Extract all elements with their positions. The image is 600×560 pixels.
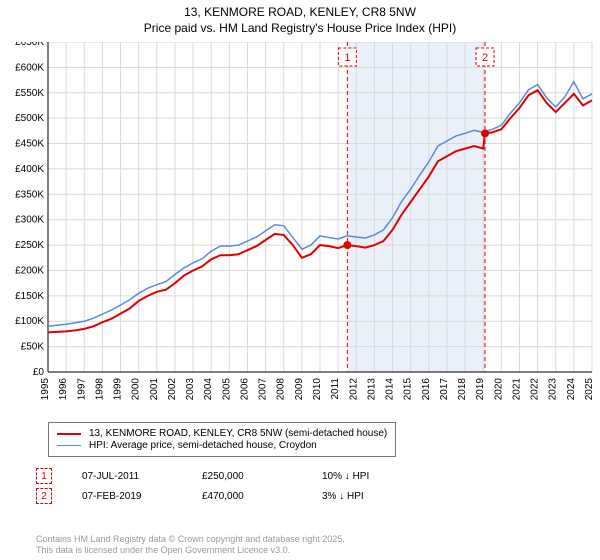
sale-row: 1 07-JUL-2011 £250,000 10% ↓ HPI bbox=[36, 468, 596, 484]
svg-text:£150K: £150K bbox=[15, 291, 44, 302]
legend: 13, KENMORE ROAD, KENLEY, CR8 5NW (semi-… bbox=[48, 422, 396, 457]
sale-row: 2 07-FEB-2019 £470,000 3% ↓ HPI bbox=[36, 488, 596, 504]
svg-text:2001: 2001 bbox=[149, 378, 160, 401]
legend-label: 13, KENMORE ROAD, KENLEY, CR8 5NW (semi-… bbox=[89, 428, 387, 439]
title-line1: 13, KENMORE ROAD, KENLEY, CR8 5NW bbox=[0, 4, 600, 20]
svg-text:£400K: £400K bbox=[15, 164, 44, 175]
svg-text:£300K: £300K bbox=[15, 215, 44, 226]
svg-text:1999: 1999 bbox=[113, 378, 124, 401]
sale-date: 07-JUL-2011 bbox=[82, 471, 172, 482]
svg-text:£650K: £650K bbox=[15, 42, 44, 48]
svg-text:2013: 2013 bbox=[366, 378, 377, 401]
legend-item: HPI: Average price, semi-detached house,… bbox=[57, 440, 387, 451]
svg-text:£250K: £250K bbox=[15, 240, 44, 251]
price-chart: £0 £50K £100K £150K £200K £250K £300K £350K £400… bbox=[0, 42, 600, 412]
svg-text:2015: 2015 bbox=[403, 378, 414, 401]
svg-text:2017: 2017 bbox=[439, 378, 450, 401]
svg-text:£50K: £50K bbox=[21, 342, 45, 353]
legend-label: HPI: Average price, semi-detached house,… bbox=[89, 440, 317, 451]
footer-line1: Contains HM Land Registry data © Crown c… bbox=[36, 534, 345, 545]
svg-text:2005: 2005 bbox=[221, 378, 232, 401]
svg-text:2023: 2023 bbox=[548, 378, 559, 401]
sale-price: £250,000 bbox=[202, 471, 292, 482]
svg-text:2010: 2010 bbox=[312, 378, 323, 401]
svg-text:£350K: £350K bbox=[15, 189, 44, 200]
chart-svg: £0 £50K £100K £150K £200K £250K £300K £350K £400… bbox=[0, 42, 600, 412]
svg-text:£450K: £450K bbox=[15, 139, 44, 150]
svg-text:2000: 2000 bbox=[131, 378, 142, 401]
svg-text:2016: 2016 bbox=[421, 378, 432, 401]
svg-text:1: 1 bbox=[344, 52, 350, 64]
svg-text:£100K: £100K bbox=[15, 316, 44, 327]
sale-marker-box: 1 bbox=[36, 468, 52, 484]
sale-delta: 10% ↓ HPI bbox=[322, 471, 412, 482]
svg-text:2008: 2008 bbox=[276, 378, 287, 401]
svg-text:2025: 2025 bbox=[584, 378, 595, 401]
footer: Contains HM Land Registry data © Crown c… bbox=[36, 534, 345, 557]
chart-title: 13, KENMORE ROAD, KENLEY, CR8 5NW Price … bbox=[0, 0, 600, 36]
sale-date: 07-FEB-2019 bbox=[82, 491, 172, 502]
svg-text:1995: 1995 bbox=[40, 378, 51, 401]
svg-text:2012: 2012 bbox=[348, 378, 359, 401]
sale-delta: 3% ↓ HPI bbox=[322, 491, 412, 502]
legend-item: 13, KENMORE ROAD, KENLEY, CR8 5NW (semi-… bbox=[57, 428, 387, 439]
svg-text:2024: 2024 bbox=[566, 378, 577, 401]
svg-text:£0: £0 bbox=[33, 367, 45, 378]
svg-text:2003: 2003 bbox=[185, 378, 196, 401]
svg-text:2014: 2014 bbox=[385, 378, 396, 401]
svg-text:£500K: £500K bbox=[15, 113, 44, 124]
svg-text:1997: 1997 bbox=[76, 378, 87, 401]
svg-text:2: 2 bbox=[482, 52, 488, 64]
svg-text:£600K: £600K bbox=[15, 62, 44, 73]
svg-text:2022: 2022 bbox=[530, 378, 541, 401]
svg-text:2002: 2002 bbox=[167, 378, 178, 401]
svg-text:2018: 2018 bbox=[457, 378, 468, 401]
title-line2: Price paid vs. HM Land Registry's House … bbox=[0, 20, 600, 36]
svg-text:2019: 2019 bbox=[475, 378, 486, 401]
svg-text:2006: 2006 bbox=[239, 378, 250, 401]
svg-text:2020: 2020 bbox=[493, 378, 504, 401]
svg-text:2004: 2004 bbox=[203, 378, 214, 401]
footer-line2: This data is licensed under the Open Gov… bbox=[36, 545, 345, 556]
svg-text:£200K: £200K bbox=[15, 265, 44, 276]
svg-text:£550K: £550K bbox=[15, 88, 44, 99]
svg-text:1996: 1996 bbox=[58, 378, 69, 401]
svg-text:2011: 2011 bbox=[330, 378, 341, 400]
svg-text:2007: 2007 bbox=[258, 378, 269, 401]
svg-text:2021: 2021 bbox=[511, 378, 522, 401]
svg-text:1998: 1998 bbox=[94, 378, 105, 401]
legend-swatch bbox=[57, 433, 81, 435]
sale-marker-box: 2 bbox=[36, 488, 52, 504]
legend-swatch bbox=[57, 445, 81, 446]
sale-price: £470,000 bbox=[202, 491, 292, 502]
svg-text:2009: 2009 bbox=[294, 378, 305, 401]
sales-table: 1 07-JUL-2011 £250,000 10% ↓ HPI 2 07-FE… bbox=[36, 464, 596, 508]
